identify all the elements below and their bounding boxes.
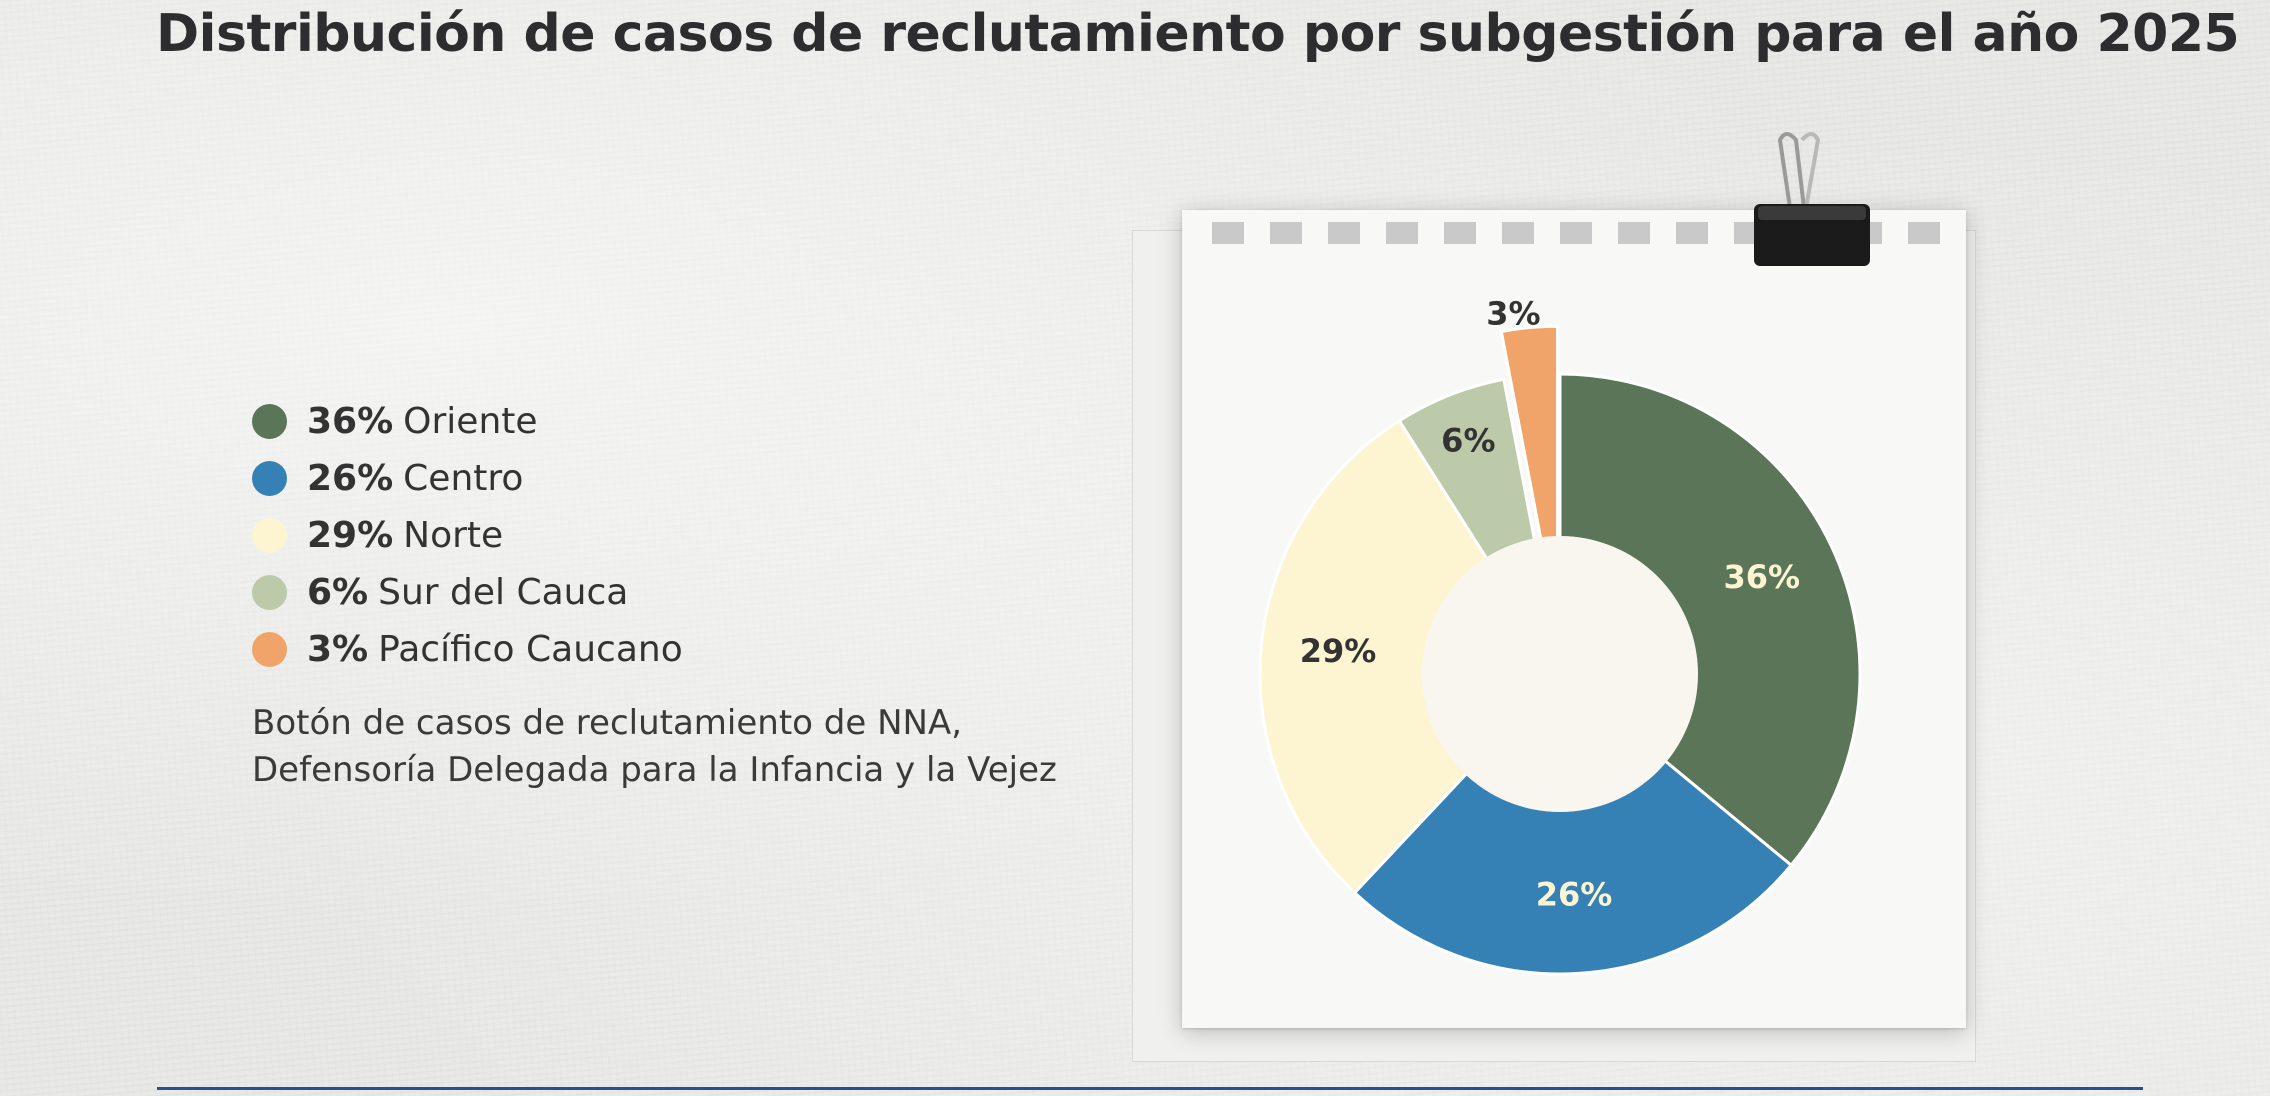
slice-norte	[1258, 418, 1562, 895]
legend-label: Centro	[403, 458, 524, 499]
spiral-hole	[1502, 222, 1534, 244]
legend-swatch-centro	[252, 461, 287, 496]
spiral-hole	[1618, 222, 1650, 244]
legend-item-norte: 29% Norte	[252, 507, 683, 564]
page-title: Distribución de casos de reclutamiento p…	[156, 4, 2240, 64]
data-label-oriente: 36%	[1723, 558, 1800, 596]
spiral-hole	[1560, 222, 1592, 244]
legend-pct: 29%	[307, 515, 394, 556]
legend-swatch-oriente	[252, 404, 287, 439]
slice-oriente	[1558, 372, 1862, 868]
legend-item-centro: 26% Centro	[252, 450, 683, 507]
bottom-divider	[157, 1087, 2143, 1090]
chart-slices	[1258, 324, 1862, 976]
legend-item-oriente: 36% Oriente	[252, 393, 683, 450]
legend-item-pacifico-caucano: 3% Pacífico Caucano	[252, 621, 683, 678]
data-label-norte: 29%	[1300, 632, 1377, 670]
donut-hole	[1422, 536, 1698, 812]
legend-swatch-sur-del-cauca	[252, 575, 287, 610]
legend-label: Norte	[403, 515, 504, 556]
legend-label: Oriente	[403, 401, 538, 442]
legend-pct: 26%	[307, 458, 394, 499]
chart-legend: 36% Oriente 26% Centro 29% Norte 6% Sur …	[252, 393, 683, 678]
legend-pct: 36%	[307, 401, 394, 442]
spiral-hole	[1386, 222, 1418, 244]
spiral-hole	[1908, 222, 1940, 244]
legend-pct: 6%	[307, 572, 369, 613]
legend-swatch-norte	[252, 518, 287, 553]
legend-pct: 3%	[307, 629, 369, 670]
spiral-hole	[1212, 222, 1244, 244]
data-label-centro: 26%	[1536, 876, 1613, 914]
data-label-pacifico-caucano: 3%	[1486, 295, 1540, 333]
legend-item-sur-del-cauca: 6% Sur del Cauca	[252, 564, 683, 621]
spiral-hole	[1444, 222, 1476, 244]
legend-label: Sur del Cauca	[378, 572, 629, 613]
source-note: Botón de casos de reclutamiento de NNA, …	[252, 703, 1057, 790]
binder-clip-icon	[1754, 132, 1870, 266]
data-label-sur-del-cauca: 6%	[1441, 421, 1495, 459]
spiral-hole	[1270, 222, 1302, 244]
spiral-hole	[1676, 222, 1708, 244]
spiral-hole	[1328, 222, 1360, 244]
legend-label: Pacífico Caucano	[378, 629, 683, 670]
slice-centro	[1352, 671, 1794, 976]
legend-swatch-pacifico-caucano	[252, 632, 287, 667]
chart-data-labels: 36% 26% 29% 6% 3%	[1300, 295, 1800, 914]
